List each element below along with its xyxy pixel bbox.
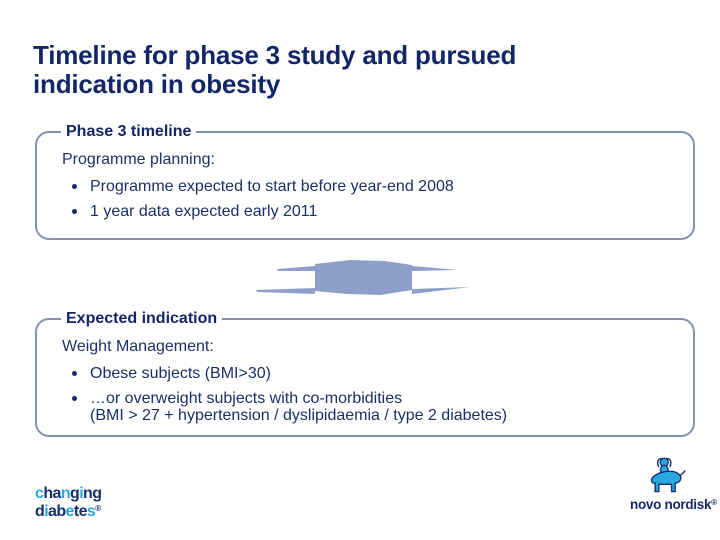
list-item: Obese subjects (BMI>30) xyxy=(62,365,675,382)
expected-indication-panel: Expected indication Weight Management: O… xyxy=(35,309,695,437)
bullet-icon xyxy=(72,209,77,214)
weight-management-heading: Weight Management: xyxy=(62,338,214,355)
slide-title-line1: Timeline for phase 3 study and pursued xyxy=(33,40,517,70)
list-item: 1 year data expected early 2011 xyxy=(62,203,675,220)
bullet-text: …or overweight subjects with co-morbidit… xyxy=(90,390,507,424)
cd-word-2-row: diabetes® xyxy=(35,501,102,520)
cd-word-2: diabetes xyxy=(35,503,96,520)
programme-planning-heading: Programme planning: xyxy=(62,151,215,168)
registered-mark: ® xyxy=(95,504,102,513)
phase3-timeline-panel: Phase 3 timeline Programme planning: Pro… xyxy=(35,122,695,240)
slide-title-line2: indication in obesity xyxy=(33,69,281,99)
changing-diabetes-logo: changing diabetes® xyxy=(35,485,102,520)
novo-nordisk-bull-icon xyxy=(650,457,686,493)
cd-word-1: changing xyxy=(35,485,102,502)
bullet-text: Obese subjects (BMI>30) xyxy=(90,365,271,382)
bullet-text: Programme expected to start before year-… xyxy=(90,178,454,195)
phase3-timeline-legend: Phase 3 timeline xyxy=(61,122,197,142)
expected-indication-content: Weight Management: Obese subjects (BMI>3… xyxy=(37,320,693,424)
bullet-line1: …or overweight subjects with co-morbidit… xyxy=(90,390,403,407)
phase3-timeline-content: Programme planning: Programme expected t… xyxy=(37,133,693,220)
flow-down-arrow-icon xyxy=(255,259,470,297)
bullet-icon xyxy=(72,184,77,189)
expected-indication-legend: Expected indication xyxy=(61,309,223,329)
bullet-icon xyxy=(72,396,77,401)
novo-nordisk-text: novo nordisk xyxy=(630,497,712,512)
novo-nordisk-wordmark: novo nordisk® xyxy=(630,497,717,512)
registered-mark: ® xyxy=(711,498,717,507)
list-item: Programme expected to start before year-… xyxy=(62,178,675,195)
slide-title: Timeline for phase 3 study and pursued i… xyxy=(33,41,516,99)
bullet-text: 1 year data expected early 2011 xyxy=(90,203,318,220)
list-item: …or overweight subjects with co-morbidit… xyxy=(62,390,675,424)
bullet-line2: (BMI > 27 + hypertension / dyslipidaemia… xyxy=(90,407,508,424)
novo-nordisk-logo: novo nordisk® xyxy=(626,456,717,516)
bullet-icon xyxy=(72,371,77,376)
